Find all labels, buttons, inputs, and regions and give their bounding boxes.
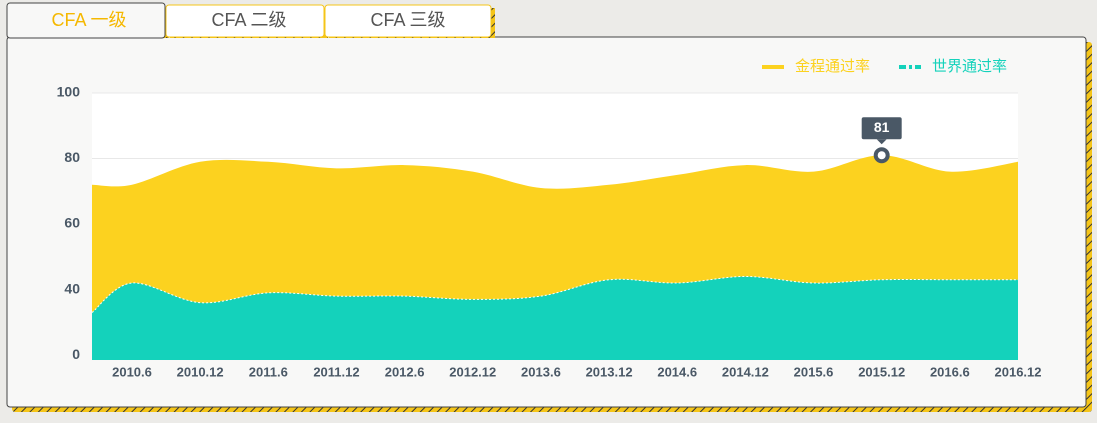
x-tick-label: 2016.12: [995, 364, 1042, 379]
tab-body[interactable]: [324, 4, 492, 38]
tab[interactable]: CFA 一级: [6, 2, 169, 39]
y-tick-label: 60: [64, 215, 80, 231]
chart: 0 40 60 80 100 2010.6 2010.12 2011.6 2011.12 2012…: [57, 58, 1042, 379]
tab[interactable]: CFA 三级: [324, 4, 495, 38]
tab-label[interactable]: CFA 一级: [51, 10, 126, 30]
tab-label[interactable]: CFA 二级: [211, 10, 286, 30]
area: [92, 276, 1018, 360]
legend-item[interactable]: 世界通过率: [899, 58, 1007, 75]
y-tick-label: 0: [72, 346, 80, 362]
tab-body[interactable]: [165, 4, 325, 38]
x-tick-label: 2011.12: [313, 364, 359, 379]
tooltip-box: [861, 117, 902, 140]
x-tick-label: 2014.6: [657, 364, 697, 379]
y-tick-label: 100: [57, 84, 81, 100]
y-tick-label: 80: [64, 149, 80, 165]
legend-label[interactable]: 世界通过率: [932, 58, 1007, 75]
legend-label[interactable]: 金程通过率: [795, 58, 870, 75]
tab-body[interactable]: [6, 2, 166, 39]
x-tick-label: 2013.12: [586, 364, 633, 379]
x-tick-label: 2010.12: [177, 364, 224, 379]
line: [91, 275, 1018, 313]
x-tick-label: 2012.6: [385, 364, 425, 379]
point-marker: [873, 147, 890, 164]
tab[interactable]: CFA 二级: [165, 4, 328, 38]
tooltip-pointer: [876, 139, 887, 145]
x-tick-label: 2010.6: [112, 364, 152, 379]
x-tick-label: 2011.6: [249, 364, 288, 379]
x-tick-label: 2015.12: [858, 364, 905, 379]
x-tick-label: 2014.12: [722, 364, 769, 379]
y-tick-label: 40: [64, 280, 80, 296]
x-tick-label: 2015.6: [794, 364, 834, 379]
tabs: CFA 一级 CFA 二级 CFA 三级: [6, 2, 495, 39]
x-tick-label: 2012.12: [449, 364, 496, 379]
x-tick-label: 2013.6: [521, 364, 561, 379]
x-tick-label: 2016.6: [930, 364, 970, 379]
tooltip-label: 81: [874, 119, 890, 135]
legend-item[interactable]: 金程通过率: [762, 58, 870, 75]
tab-label[interactable]: CFA 三级: [370, 10, 445, 30]
